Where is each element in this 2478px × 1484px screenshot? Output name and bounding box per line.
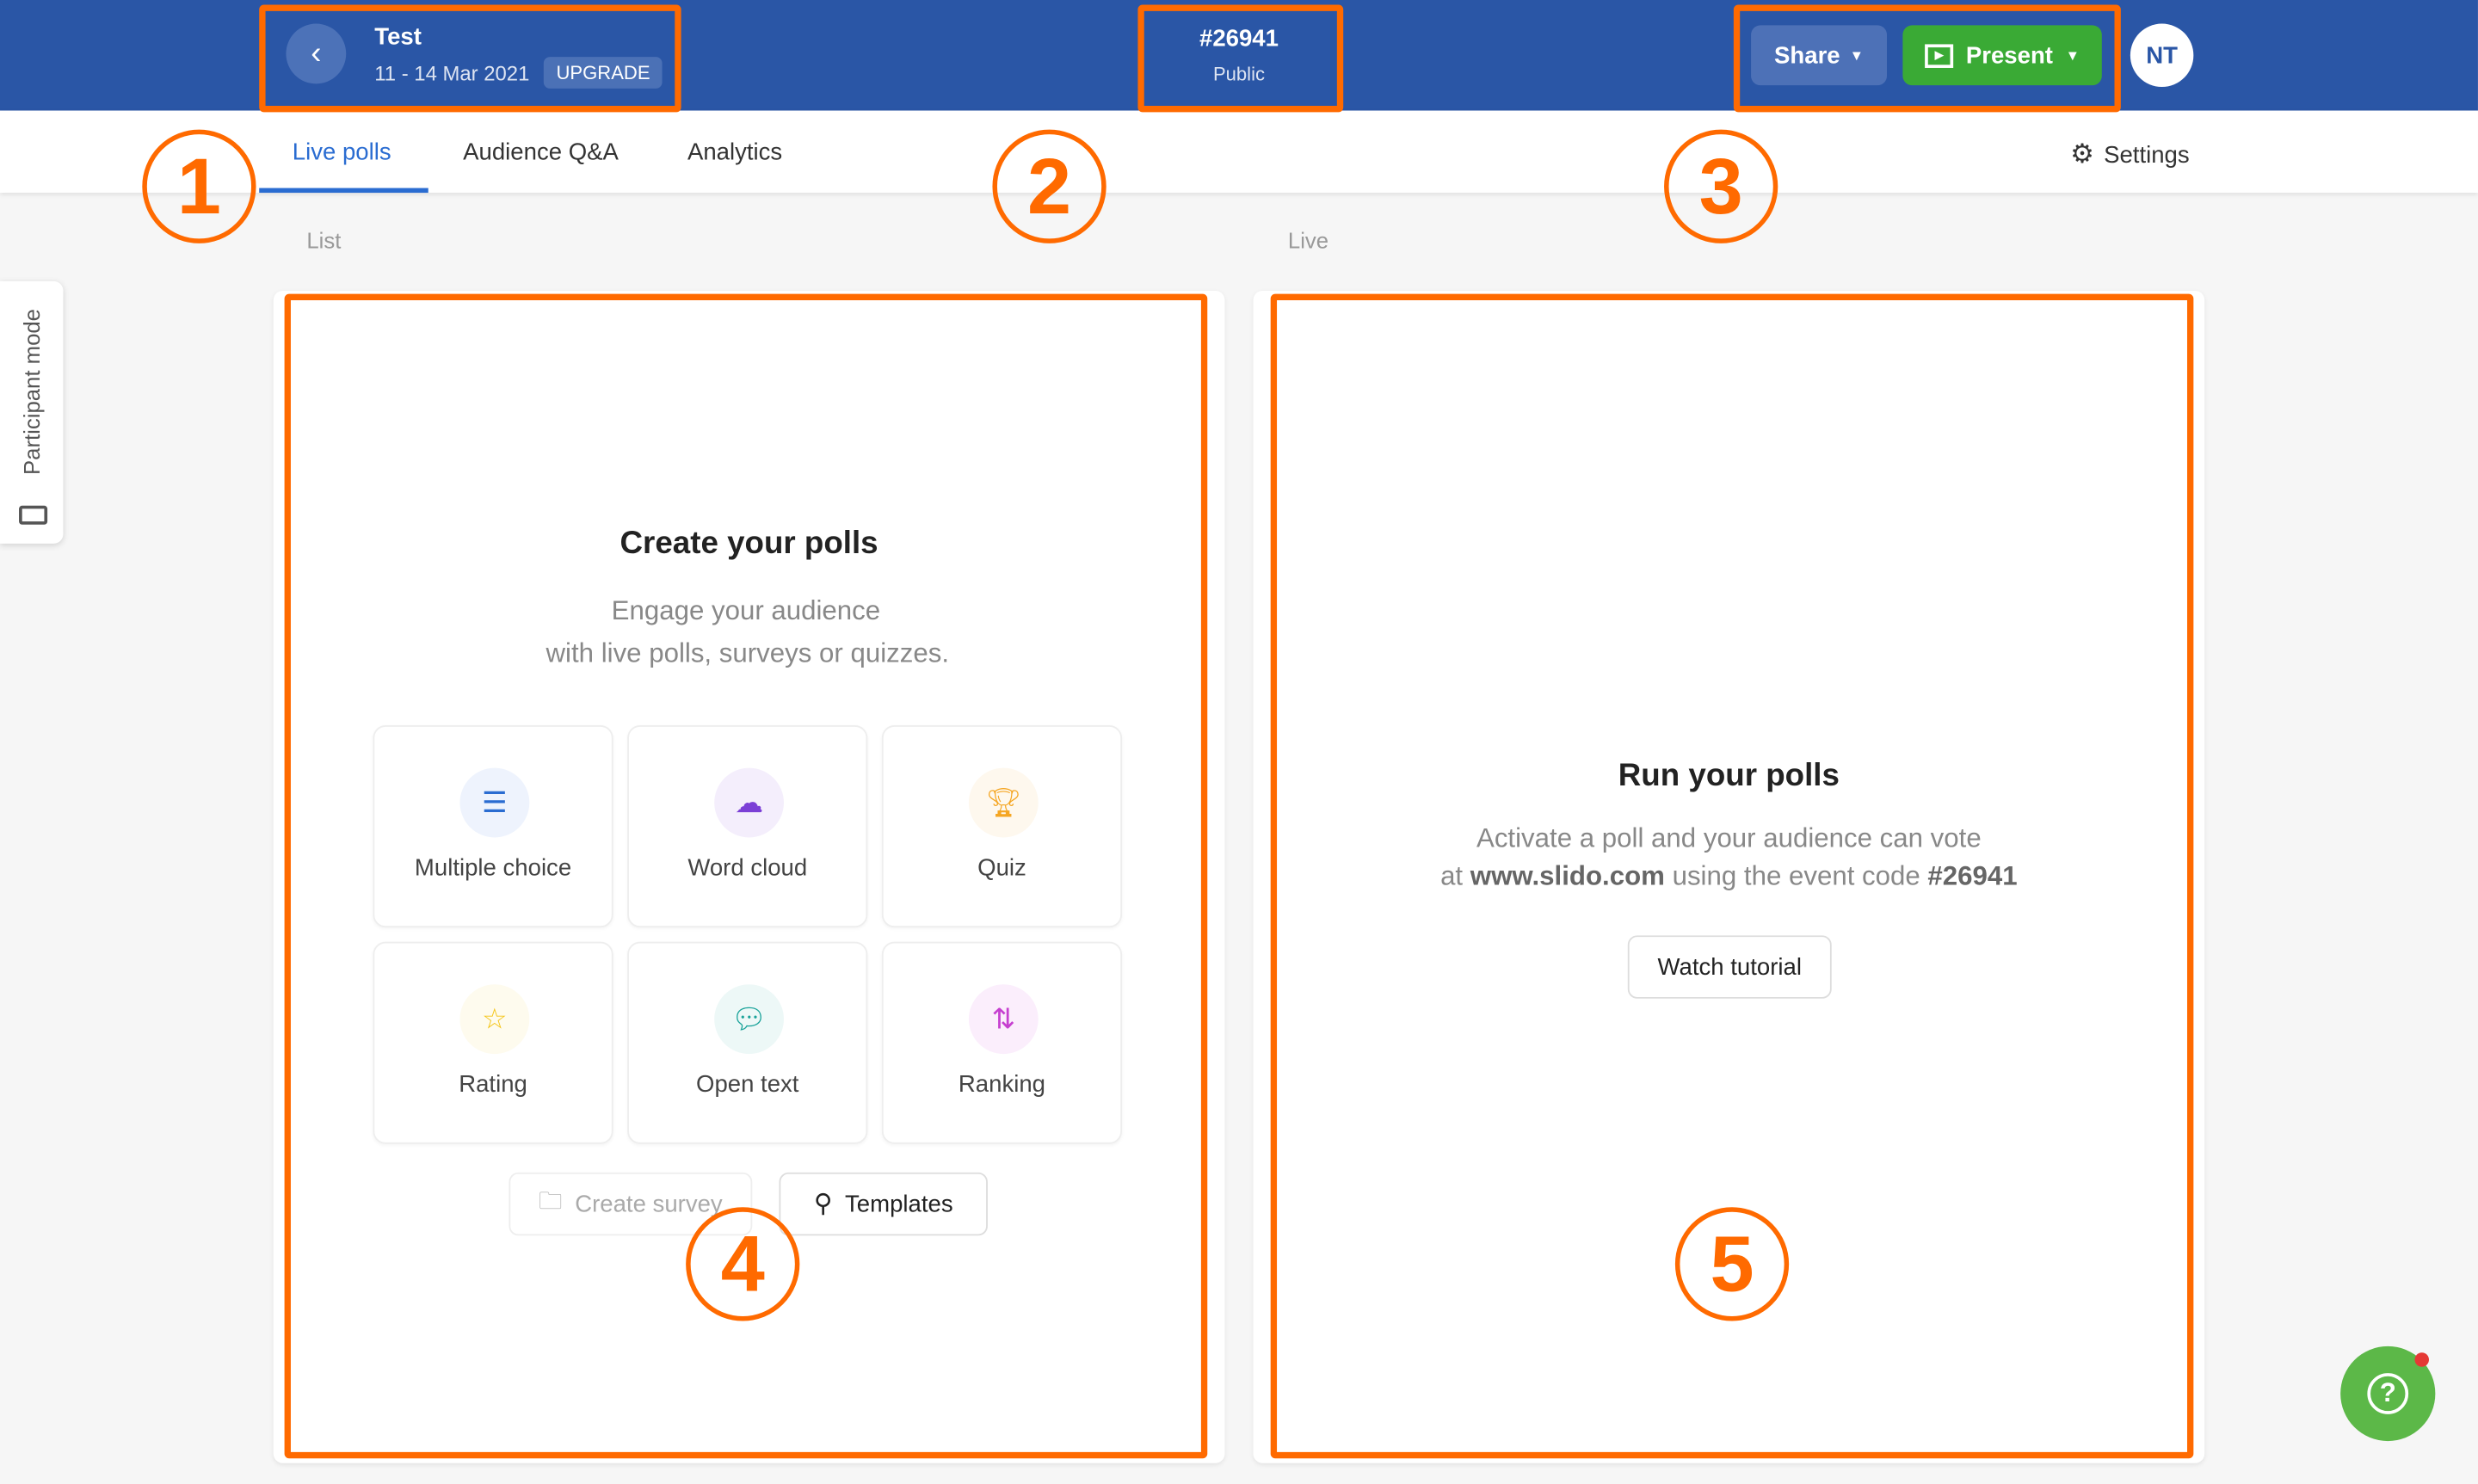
participant-mode-label: Participant mode	[19, 309, 45, 475]
gear-icon: ⚙	[2070, 139, 2095, 169]
help-button[interactable]: ?	[2340, 1345, 2436, 1442]
upgrade-button[interactable]: UPGRADE	[543, 57, 663, 89]
settings-label: Settings	[2104, 141, 2190, 169]
active-tab-indicator	[259, 188, 428, 194]
tab-analytics[interactable]: Analytics	[687, 139, 783, 166]
trophy-icon: 🏆︎	[968, 767, 1039, 838]
device-icon	[19, 505, 48, 525]
cloud-icon: ☁	[714, 767, 785, 838]
poll-type-label: Multiple choice	[414, 854, 572, 882]
poll-type-quiz[interactable]: 🏆︎ Quiz	[881, 725, 1123, 928]
poll-type-ranking[interactable]: ⇅ Ranking	[881, 941, 1123, 1144]
slido-url[interactable]: www.slido.com	[1470, 861, 1665, 891]
poll-type-multiple-choice[interactable]: ☰ Multiple choice	[373, 725, 613, 928]
annotation-box-event	[259, 4, 681, 113]
list-icon: ☰	[459, 767, 530, 838]
list-section-label: List	[306, 227, 342, 253]
caret-down-icon: ▼	[2065, 47, 2080, 64]
search-icon: ⚲	[813, 1191, 833, 1219]
create-polls-subtitle-2: with live polls, surveys or quizzes.	[546, 638, 950, 668]
poll-type-label: Rating	[459, 1071, 527, 1099]
tab-live-polls[interactable]: Live polls	[292, 139, 391, 166]
poll-type-label: Word cloud	[687, 854, 808, 882]
share-button[interactable]: Share ▼	[1751, 25, 1888, 86]
notification-dot	[2414, 1352, 2430, 1367]
watch-tutorial-button[interactable]: Watch tutorial	[1627, 935, 1832, 999]
tab-bar	[0, 110, 2478, 194]
live-section-label: Live	[1287, 227, 1329, 253]
event-code: #26941	[1199, 25, 1279, 52]
poll-type-open-text[interactable]: 💬︎ Open text	[627, 941, 868, 1144]
question-icon: ?	[2367, 1373, 2409, 1414]
poll-type-label: Quiz	[977, 854, 1026, 882]
avatar[interactable]: NT	[2130, 23, 2194, 88]
poll-type-label: Open text	[696, 1071, 799, 1099]
annotation-number: 3	[1664, 129, 1778, 243]
annotation-box-list	[284, 293, 1208, 1459]
back-button[interactable]: ‹	[286, 23, 347, 84]
tab-audience-qa[interactable]: Audience Q&A	[463, 139, 619, 166]
participant-mode-toggle[interactable]	[0, 280, 64, 544]
run-polls-line-1: Activate a poll and your audience can vo…	[1476, 822, 1982, 853]
event-visibility[interactable]: Public	[1212, 63, 1265, 86]
annotation-box-code	[1137, 4, 1344, 113]
star-icon: ☆	[459, 984, 530, 1055]
present-label: Present	[1965, 41, 2053, 69]
poll-type-label: Ranking	[958, 1071, 1046, 1099]
annotation-number: 4	[686, 1207, 800, 1321]
poll-type-rating[interactable]: ☆ Rating	[373, 941, 613, 1144]
caret-down-icon: ▼	[1849, 47, 1865, 64]
annotation-number: 1	[142, 129, 256, 243]
event-title: Test	[374, 23, 422, 51]
play-screen-icon: ▶	[1925, 43, 1954, 68]
templates-label: Templates	[845, 1190, 953, 1218]
create-survey-label: Create survey	[575, 1190, 723, 1218]
event-code-inline: #26941	[1927, 861, 2018, 891]
share-label: Share	[1774, 41, 1840, 69]
run-polls-title: Run your polls	[1618, 758, 1840, 794]
folder-plus-icon: 🗀	[538, 1187, 563, 1215]
present-button[interactable]: ▶ Present ▼	[1902, 25, 2102, 86]
poll-type-word-cloud[interactable]: ☁ Word cloud	[627, 725, 868, 928]
run-polls-line-2: at www.slido.com using the event code #2…	[1440, 861, 2018, 891]
sort-arrows-icon: ⇅	[968, 984, 1039, 1055]
annotation-box-live	[1270, 293, 2194, 1459]
create-polls-subtitle-1: Engage your audience	[611, 595, 881, 626]
annotation-number: 5	[1674, 1207, 1790, 1321]
chevron-left-icon: ‹	[311, 35, 322, 71]
event-dates: 11 - 14 Mar 2021	[374, 61, 530, 86]
chat-icon: 💬︎	[714, 984, 785, 1055]
settings-button[interactable]: ⚙ Settings	[2070, 139, 2190, 171]
create-polls-title: Create your polls	[620, 526, 878, 562]
annotation-number: 2	[992, 129, 1106, 243]
annotation-box-actions	[1733, 4, 2121, 113]
templates-button[interactable]: ⚲ Templates	[779, 1172, 988, 1236]
